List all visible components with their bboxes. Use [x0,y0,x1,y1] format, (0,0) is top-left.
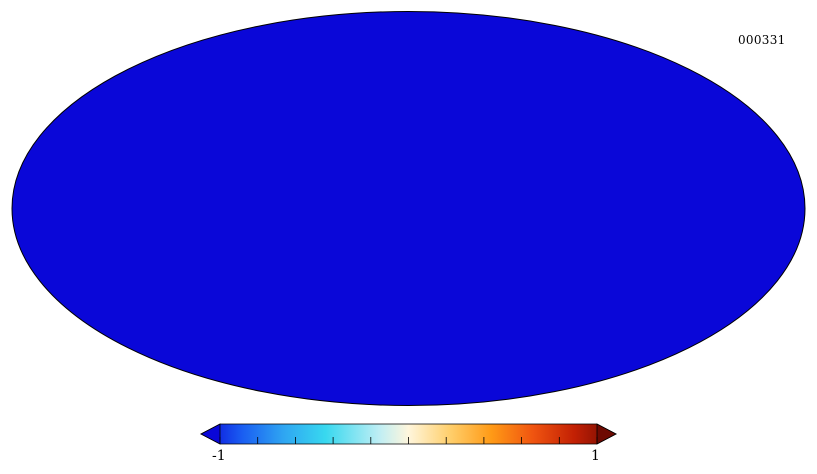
colorbar [200,423,617,445]
colorbar-low-arrow [200,423,221,445]
colorbar-max-label: 1 [591,448,600,464]
sky-map-outline [11,11,806,406]
map-id-label: 000331 [738,33,786,47]
sky-map [12,11,805,406]
colorbar-ticks [219,437,598,444]
colorbar-high-arrow [596,423,617,445]
sky-map-field-detail [12,11,805,406]
colorbar-min-label: -1 [212,448,226,464]
